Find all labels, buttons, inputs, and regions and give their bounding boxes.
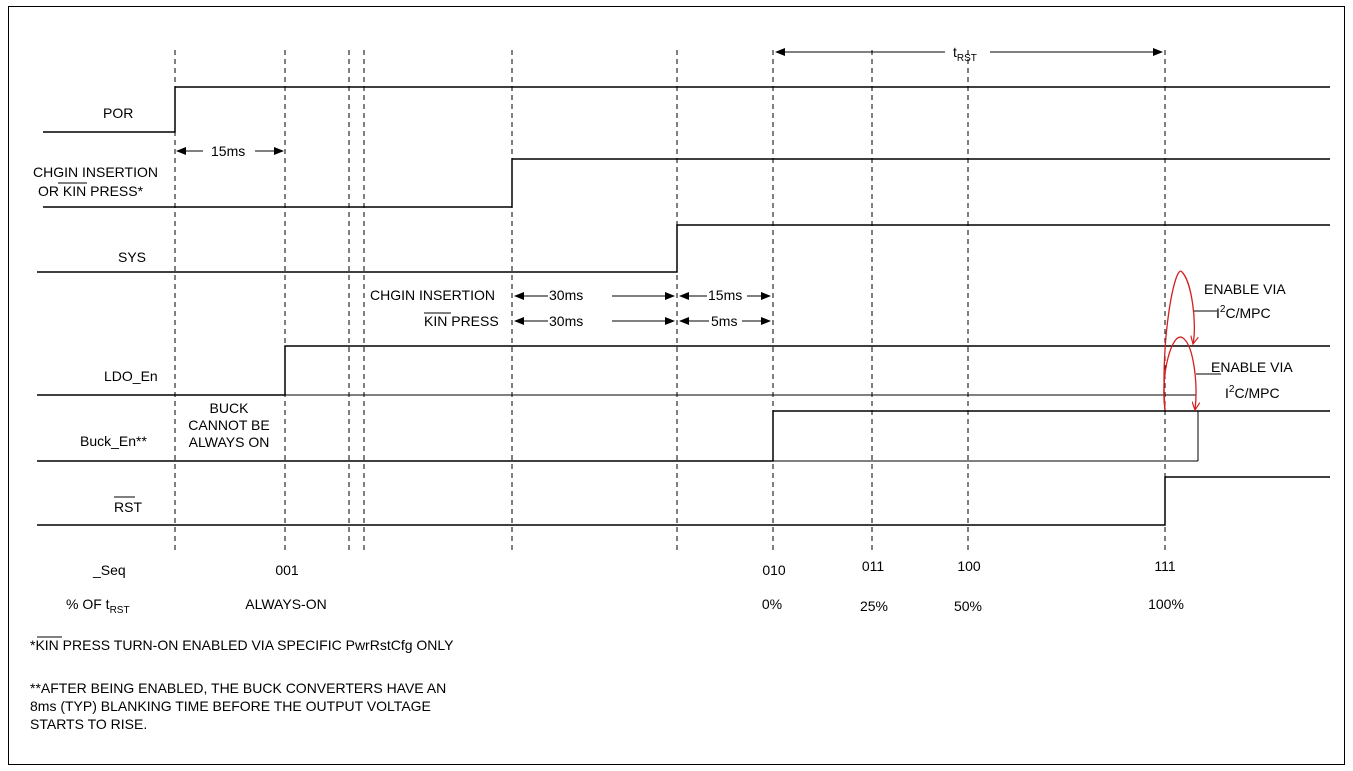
pct-0: 0% xyxy=(762,596,782,612)
signal-sys: SYS xyxy=(37,224,1330,273)
seq-code-001: 001 xyxy=(275,562,299,578)
trst-span: tRST xyxy=(775,44,1163,64)
chgin-kin-timing: CHGIN INSERTION 30ms 15ms KIN PRESS 30ms… xyxy=(370,287,771,329)
enable-via-2-line1: ENABLE VIA xyxy=(1211,359,1293,375)
enable-via-1-line2: I2C/MPC xyxy=(1216,304,1271,321)
buck-note-line2: CANNOT BE xyxy=(188,417,269,433)
seq-row-label: _Seq xyxy=(92,562,126,578)
kin-timing-label: KIN PRESS xyxy=(424,313,499,329)
signal-chgin: CHGIN INSERTION OR KIN PRESS* xyxy=(33,158,1330,208)
chgin-label-line2: OR KIN PRESS* xyxy=(38,183,144,199)
chgin-15ms-label: 15ms xyxy=(708,287,742,303)
pct-row-label: % OF tRST xyxy=(66,596,130,616)
footnote-2-line2: 8ms (TYP) BLANKING TIME BEFORE THE OUTPU… xyxy=(30,698,431,714)
kin-5ms-label: 5ms xyxy=(711,313,737,329)
buck-en-label: Buck_En** xyxy=(80,433,147,449)
ldo-en-label: LDO_En xyxy=(104,368,158,384)
por-15ms-label: 15ms xyxy=(211,143,245,159)
enable-arcs xyxy=(1163,270,1221,410)
diagram-frame xyxy=(8,6,1345,765)
enable-via-1-line1: ENABLE VIA xyxy=(1204,281,1286,297)
seq-code-011: 011 xyxy=(862,558,885,574)
footnote-1: *KIN PRESS TURN-ON ENABLED VIA SPECIFIC … xyxy=(30,637,454,653)
sys-label: SYS xyxy=(118,249,146,265)
seq-code-111: 111 xyxy=(1154,558,1175,574)
footnote-2-line3: STARTS TO RISE. xyxy=(30,716,147,732)
seq-code-100: 100 xyxy=(957,558,981,574)
footnote-2-line1: **AFTER BEING ENABLED, THE BUCK CONVERTE… xyxy=(30,680,446,696)
enable-labels: ENABLE VIA I2C/MPC ENABLE VIA I2C/MPC xyxy=(1204,281,1293,401)
chgin-label-line1: CHGIN INSERTION xyxy=(33,164,158,180)
pct-50: 50% xyxy=(954,598,982,614)
rst-label: RST xyxy=(114,499,142,515)
signal-por: POR 15ms xyxy=(43,86,1330,159)
signal-buck-en: Buck_En** BUCK CANNOT BE ALWAYS ON xyxy=(37,400,1330,462)
buck-note-line1: BUCK xyxy=(210,400,250,416)
pct-always-on: ALWAYS-ON xyxy=(245,596,326,612)
buck-note-line3: ALWAYS ON xyxy=(189,434,270,450)
chgin-30ms-label: 30ms xyxy=(549,287,583,303)
signal-ldo-en: LDO_En xyxy=(37,345,1330,396)
pct-100: 100% xyxy=(1148,596,1184,612)
kin-30ms-label: 30ms xyxy=(549,313,583,329)
pct-25: 25% xyxy=(860,598,888,614)
sequence-table: _Seq 001 010 011 100 111 % OF tRST ALWAY… xyxy=(66,558,1184,616)
signal-rst: RST xyxy=(37,476,1330,526)
guide-lines xyxy=(174,50,1166,552)
footnotes: *KIN PRESS TURN-ON ENABLED VIA SPECIFIC … xyxy=(30,636,454,732)
enable-via-2-line2: I2C/MPC xyxy=(1225,384,1280,401)
por-label: POR xyxy=(103,105,133,121)
seq-code-010: 010 xyxy=(762,562,786,578)
chgin-timing-label: CHGIN INSERTION xyxy=(370,287,495,303)
trst-label: tRST xyxy=(953,44,977,64)
